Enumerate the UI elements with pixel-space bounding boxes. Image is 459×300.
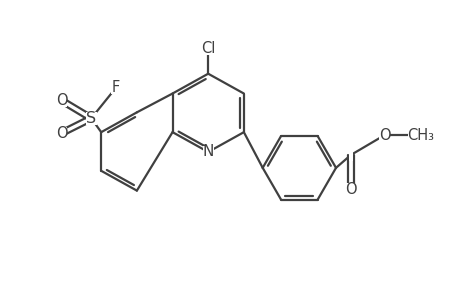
Text: O: O bbox=[56, 93, 67, 108]
Bar bbox=[56, 127, 67, 140]
Text: O: O bbox=[378, 128, 390, 142]
Text: O: O bbox=[344, 182, 356, 197]
Bar bbox=[345, 183, 356, 196]
Bar bbox=[378, 129, 389, 142]
Bar bbox=[56, 94, 67, 107]
Text: F: F bbox=[112, 80, 120, 95]
Bar bbox=[407, 129, 431, 142]
Bar bbox=[110, 81, 121, 94]
Bar bbox=[202, 146, 213, 158]
Text: N: N bbox=[202, 145, 213, 160]
Bar bbox=[86, 112, 96, 125]
Text: CH₃: CH₃ bbox=[406, 128, 433, 142]
Bar bbox=[199, 43, 217, 56]
Text: Cl: Cl bbox=[201, 41, 215, 56]
Text: S: S bbox=[86, 111, 96, 126]
Bar bbox=[348, 148, 352, 161]
Text: O: O bbox=[56, 126, 67, 141]
